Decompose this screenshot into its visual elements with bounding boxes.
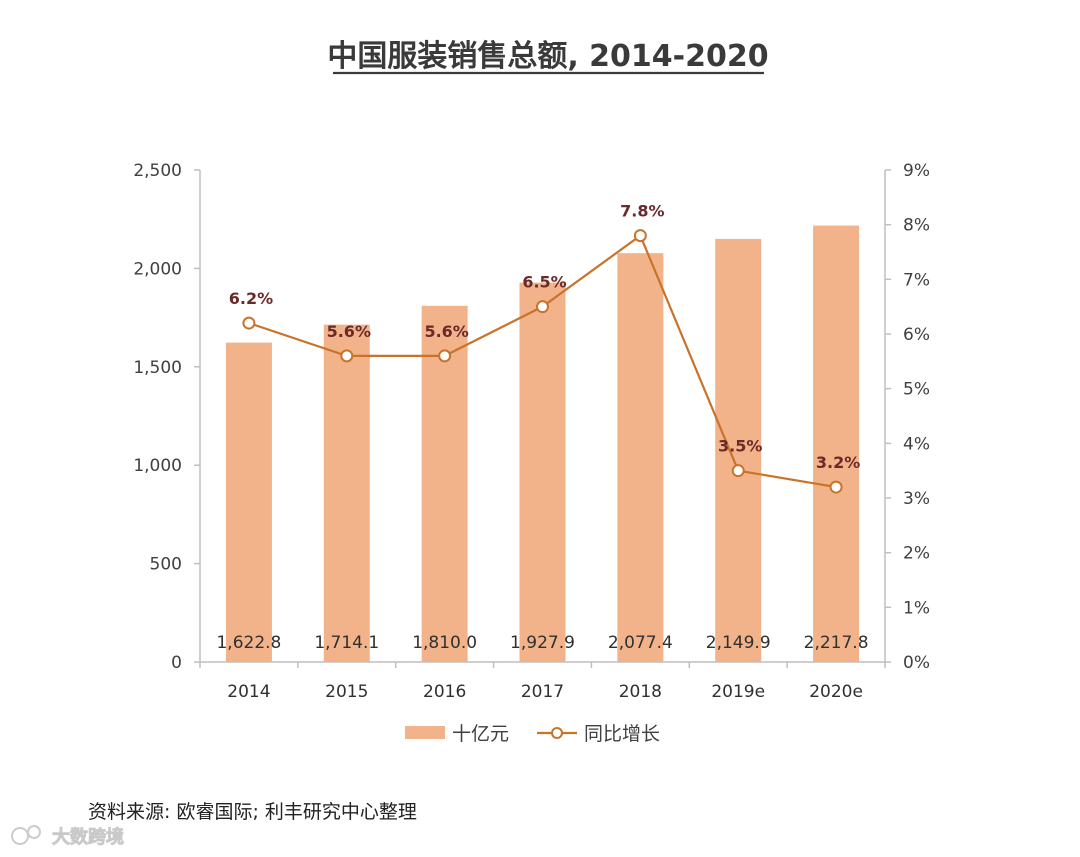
bar-value-label: 2,077.4 (608, 633, 673, 653)
right-tick-label: 9% (903, 161, 930, 181)
bar-value-label: 1,714.1 (314, 633, 379, 653)
legend-line-label: 同比增长 (584, 723, 660, 745)
growth-point-2019e (731, 464, 745, 478)
growth-value-label: 6.5% (522, 273, 566, 292)
bar-value-label: 1,622.8 (216, 633, 281, 653)
left-tick-label: 2,500 (133, 161, 182, 181)
growth-value-label: 7.8% (620, 202, 664, 221)
bar-2018 (617, 253, 664, 663)
right-tick-label: 2% (903, 544, 930, 564)
growth-point-2017 (536, 300, 549, 314)
growth-value-label: 6.2% (229, 289, 273, 308)
watermark-text: 大数跨境 (52, 826, 124, 848)
right-tick-label: 5% (903, 380, 930, 400)
growth-value-label: 5.6% (424, 322, 468, 341)
legend-bar-label: 十亿元 (452, 723, 509, 745)
growth-line-series (242, 229, 843, 494)
bar-value-label: 1,927.9 (510, 633, 575, 653)
right-tick-label: 4% (903, 434, 930, 454)
axes: 0 500 1,000 1,500 2,000 2,500 0% 1% 2% 3% 4% 5% 6% 7%… (133, 161, 930, 702)
data-labels: 1,622.8 1,714.1 1,810.0 1,927.9 2,077.4 2,149… (216, 202, 868, 653)
chart-title: 中国服装销售总额, 2014-2020 (327, 39, 768, 74)
bar-2020e (813, 225, 860, 662)
legend-line-marker (551, 727, 563, 739)
right-tick-label: 0% (903, 653, 930, 673)
right-tick-label: 7% (903, 270, 930, 290)
left-tick-label: 2,000 (133, 259, 182, 279)
bar-value-label: 2,149.9 (706, 633, 771, 653)
bar-value-label: 1,810.0 (412, 633, 477, 653)
legend-bar-swatch (405, 726, 445, 739)
x-tick-label: 2017 (521, 682, 564, 702)
x-tick-label: 2018 (619, 682, 662, 702)
x-tick-label: 2016 (423, 682, 466, 702)
x-tick-label: 2015 (325, 682, 368, 702)
bar-series (225, 225, 860, 663)
right-tick-label: 8% (903, 216, 930, 236)
left-tick-label: 0 (171, 653, 182, 673)
growth-point-2014 (242, 316, 256, 330)
legend: 十亿元 同比增长 (405, 723, 660, 745)
right-tick-label: 1% (903, 598, 930, 618)
watermark-logo-icon (11, 827, 29, 845)
growth-value-label: 5.6% (327, 322, 371, 341)
growth-point-2020e (829, 480, 843, 494)
growth-value-label: 3.2% (816, 453, 860, 472)
watermark-logo-dot-icon (27, 825, 41, 839)
growth-point-2016 (438, 349, 452, 363)
left-tick-label: 1,500 (133, 358, 182, 378)
x-tick-label: 2014 (227, 682, 270, 702)
bar-2014 (225, 342, 272, 662)
x-tick-label: 2019e (711, 682, 765, 702)
growth-value-label: 3.5% (718, 437, 762, 456)
bar-2017 (519, 282, 566, 662)
bar-2016 (421, 305, 468, 662)
watermark: 大数跨境 (11, 825, 124, 848)
bar-2015 (323, 324, 370, 662)
right-tick-label: 3% (903, 489, 930, 509)
left-tick-label: 500 (150, 555, 182, 575)
bar-2019e (715, 238, 762, 663)
left-tick-label: 1,000 (133, 456, 182, 476)
bar-value-label: 2,217.8 (804, 633, 869, 653)
x-tick-label: 2020e (809, 682, 863, 702)
source-note: 资料来源: 欧睿国际; 利丰研究中心整理 (88, 801, 417, 823)
right-tick-label: 6% (903, 325, 930, 345)
growth-point-2015 (340, 349, 354, 363)
growth-point-2018 (633, 229, 647, 243)
